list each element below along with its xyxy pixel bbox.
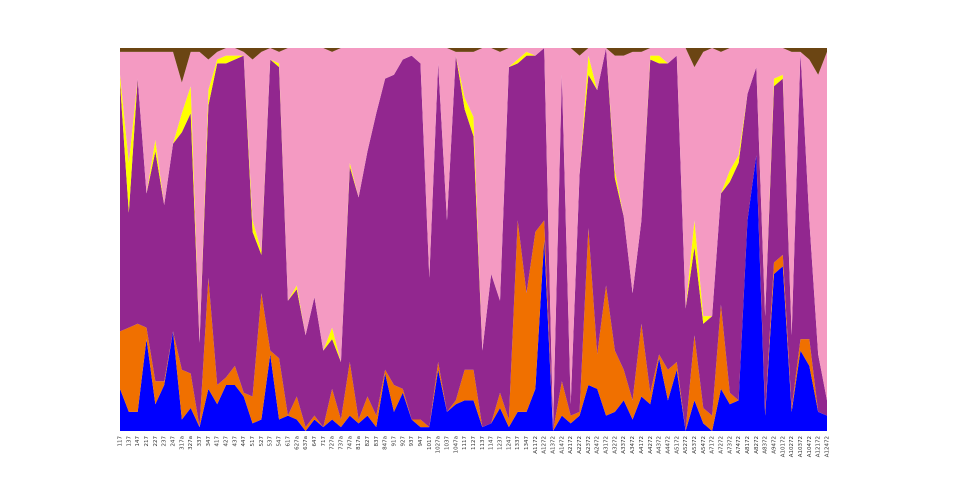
x-tick-label: 1247 [506, 436, 512, 450]
x-tick-label: A10172 [780, 436, 786, 457]
x-tick-label: A5372 [692, 436, 698, 454]
area [120, 48, 827, 83]
x-tick-label: A1372 [551, 436, 557, 454]
x-tick-label: 1337 [515, 436, 521, 450]
x-tick-label: A10472 [807, 436, 813, 457]
x-tick-label: A8172 [745, 436, 751, 454]
x-tick-label: 847a [383, 436, 389, 450]
x-tick-label: 537 [268, 436, 274, 447]
x-tick-label: 147 [135, 436, 141, 447]
x-tick-label: 827 [365, 436, 371, 447]
x-tick-label: 327a [188, 436, 194, 450]
area [120, 48, 827, 428]
x-tick-label: 547 [277, 436, 283, 447]
x-tick-label: A2472 [595, 436, 601, 454]
x-tick-label: 1047a [453, 436, 459, 453]
x-tick-label: 637a [303, 436, 309, 450]
x-tick-label: A3272 [612, 436, 618, 454]
x-tick-label: A12472 [825, 436, 831, 457]
x-tick-label: 337 [197, 436, 203, 447]
x-tick-label: A10372 [798, 436, 804, 457]
x-tick-label: 717 [321, 436, 327, 447]
x-tick-label: 317a [179, 436, 185, 450]
x-tick-label: 737a [338, 436, 344, 450]
x-tick-label: 1017 [427, 436, 433, 450]
x-tick-label: 937 [409, 436, 415, 447]
area [120, 48, 827, 428]
x-tick-label: 117 [118, 436, 124, 447]
x-tick-label: A1272 [542, 436, 548, 454]
x-tick-label: A10272 [789, 436, 795, 457]
x-tick-label: A7372 [727, 436, 733, 454]
x-tick-label: 517 [250, 436, 256, 447]
x-tick-label: 1147 [489, 436, 495, 450]
x-tick-label: A2272 [577, 436, 583, 454]
x-tick-label: 437 [232, 436, 238, 447]
x-tick-label: 617 [285, 436, 291, 447]
x-tick-label: A4472 [665, 436, 671, 454]
x-tick-label: 947 [418, 436, 424, 447]
x-tick-label: 347 [206, 436, 212, 447]
x-tick-label: 1137 [480, 436, 486, 450]
x-tick-label: A7272 [718, 436, 724, 454]
x-tick-label: 817a [356, 436, 362, 450]
x-tick-label: 527 [259, 436, 265, 447]
x-tick-label: A8272 [754, 436, 760, 454]
area [120, 48, 827, 431]
x-tick-label: A3372 [621, 436, 627, 454]
x-tick-label: A7172 [710, 436, 716, 454]
x-tick-label: 1117 [462, 436, 468, 450]
x-tick-label: A2372 [586, 436, 592, 454]
x-tick-label: A5272 [683, 436, 689, 454]
x-tick-label: A4172 [639, 436, 645, 454]
x-tick-label: A12172 [816, 436, 822, 457]
x-tick-label: 627a [294, 436, 300, 450]
x-tick-label: A4372 [657, 436, 663, 454]
x-tick-label: 1237 [498, 436, 504, 450]
x-tick-label: A1472 [559, 436, 565, 454]
x-tick-label: 1127 [471, 436, 477, 450]
x-tick-label: 247 [171, 436, 177, 447]
x-tick-label: 727a [330, 436, 336, 450]
x-tick-label: 1347 [524, 436, 530, 450]
x-tick-label: A9472 [771, 436, 777, 454]
x-tick-label: A7472 [736, 436, 742, 454]
x-tick-label: A2172 [568, 436, 574, 454]
x-tick-label: 837 [374, 436, 380, 447]
x-tick-label: 1037 [444, 436, 450, 450]
x-tick-label: A8372 [763, 436, 769, 454]
x-tick-label: A5172 [674, 436, 680, 454]
x-tick-label: 427 [224, 436, 230, 447]
area [120, 155, 827, 432]
x-tick-label: A3172 [604, 436, 610, 454]
x-tick-label: 237 [162, 436, 168, 447]
x-tick-label: A3472 [630, 436, 636, 454]
x-tick-label: A1172 [533, 436, 539, 454]
x-tick-label: 647 [312, 436, 318, 447]
x-tick-label: A4272 [648, 436, 654, 454]
x-tick-label: 447 [241, 436, 247, 447]
x-tick-label: 917 [391, 436, 397, 447]
x-tick-label: 747a [347, 436, 353, 450]
x-tick-label: 417 [215, 436, 221, 447]
x-tick-label: 927 [400, 436, 406, 447]
x-tick-label: 217 [144, 436, 150, 447]
x-tick-label: 137 [126, 436, 132, 447]
x-tick-label: 227 [153, 436, 159, 447]
x-tick-label: A5472 [701, 436, 707, 454]
x-tick-label: 1027a [436, 436, 442, 453]
